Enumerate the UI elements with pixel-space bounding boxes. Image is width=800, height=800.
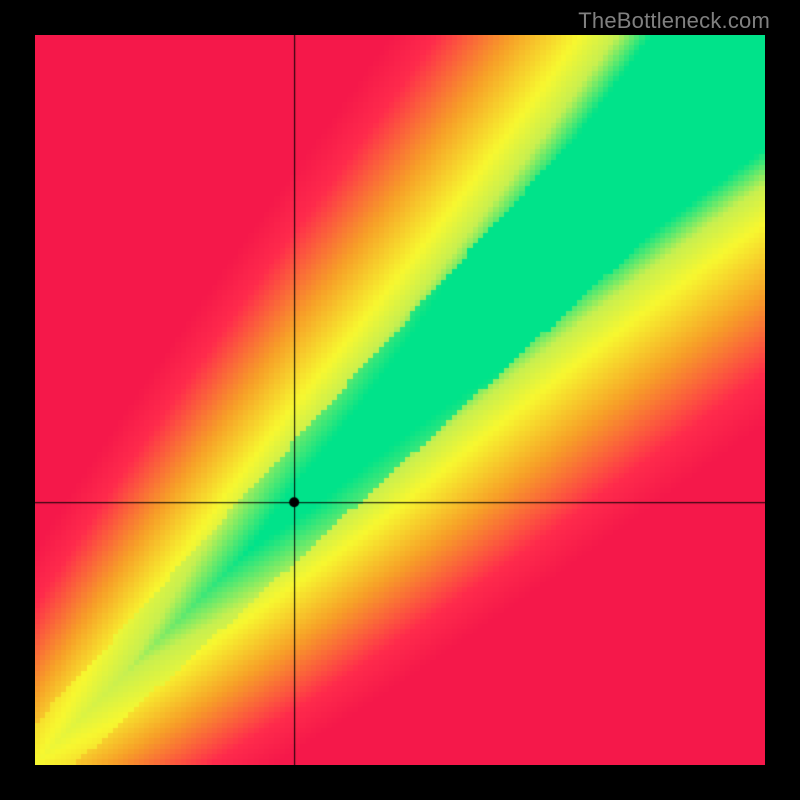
plot-area — [35, 35, 765, 765]
watermark-text: TheBottleneck.com — [578, 8, 770, 34]
chart-container: TheBottleneck.com — [0, 0, 800, 800]
heatmap-canvas — [35, 35, 765, 765]
